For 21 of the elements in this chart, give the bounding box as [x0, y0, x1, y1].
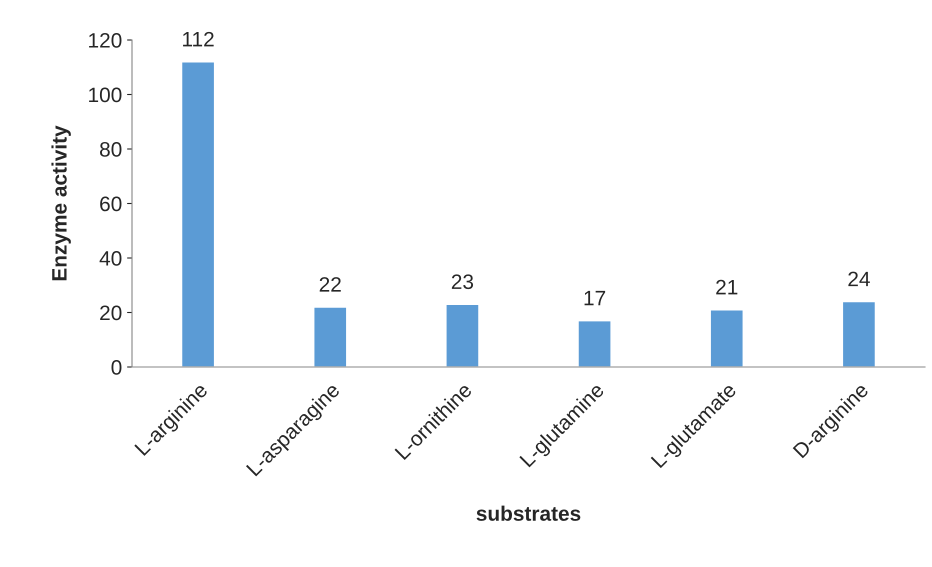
- y-tick-label: 100: [89, 88, 122, 102]
- data-label: 21: [716, 280, 738, 294]
- y-axis-title: Enzyme activity: [51, 125, 71, 280]
- bar: [842, 300, 876, 367]
- data-label: 24: [848, 272, 870, 286]
- bar: [445, 304, 480, 367]
- bar: [710, 309, 744, 367]
- y-tick-label: 60: [100, 196, 122, 212]
- y-tick-label: 0: [112, 360, 122, 375]
- data-label: 22: [320, 277, 341, 292]
- bar: [313, 306, 348, 367]
- bar: [577, 320, 612, 367]
- bar: [180, 61, 216, 367]
- y-tick-label: 120: [89, 33, 122, 48]
- x-axis-title: substrates: [476, 506, 580, 521]
- y-tick-label: 20: [100, 306, 122, 320]
- data-label: 23: [452, 274, 474, 290]
- data-label: 112: [183, 32, 214, 46]
- y-tick-label: 40: [100, 251, 122, 266]
- data-label: 17: [584, 290, 606, 306]
- y-tick-label: 80: [100, 142, 122, 157]
